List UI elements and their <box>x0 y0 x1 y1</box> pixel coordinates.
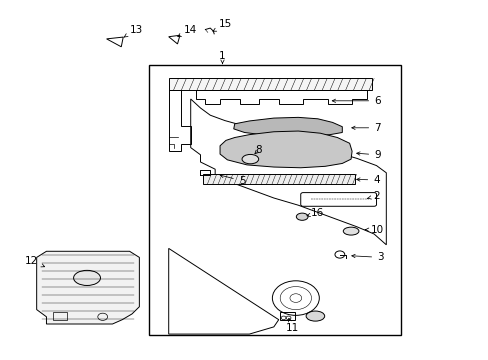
Bar <box>203 174 354 184</box>
Polygon shape <box>233 117 342 136</box>
Bar <box>53 312 66 320</box>
Bar <box>279 312 295 320</box>
Text: 13: 13 <box>124 24 142 37</box>
Text: 5: 5 <box>220 174 245 186</box>
Ellipse shape <box>343 227 358 235</box>
Text: 2: 2 <box>367 191 379 201</box>
Text: 6: 6 <box>331 96 380 106</box>
Bar <box>149 65 400 335</box>
Text: 14: 14 <box>178 24 197 37</box>
Text: 1: 1 <box>219 51 225 64</box>
Text: 10: 10 <box>365 225 383 235</box>
Text: 8: 8 <box>254 145 261 156</box>
Text: 4: 4 <box>356 175 379 185</box>
Text: 15: 15 <box>213 19 232 31</box>
Ellipse shape <box>296 213 307 220</box>
Polygon shape <box>220 131 351 168</box>
Text: 16: 16 <box>306 208 324 218</box>
Text: 7: 7 <box>351 123 380 133</box>
Text: 9: 9 <box>356 150 380 160</box>
Text: 11: 11 <box>285 318 299 333</box>
Bar <box>168 78 371 90</box>
Ellipse shape <box>73 270 101 285</box>
Ellipse shape <box>305 311 324 321</box>
Text: 3: 3 <box>351 252 383 262</box>
Polygon shape <box>37 251 139 324</box>
Text: 12: 12 <box>25 256 44 267</box>
Ellipse shape <box>242 154 258 164</box>
